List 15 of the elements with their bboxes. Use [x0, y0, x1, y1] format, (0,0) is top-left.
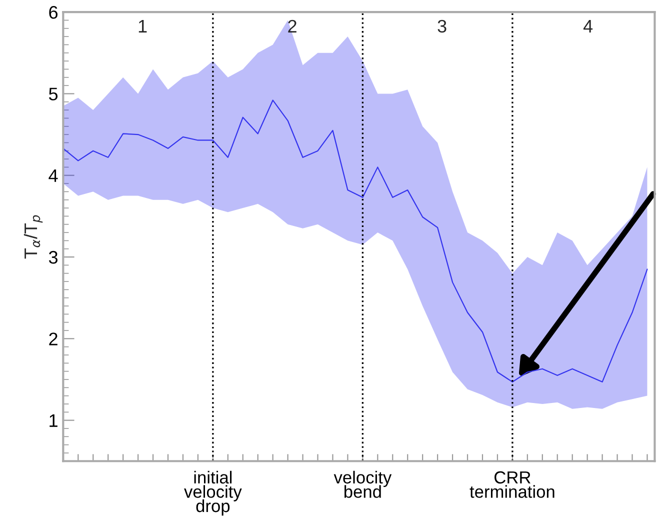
line-series [63, 100, 648, 382]
x-tick-label: initial velocity drop [184, 470, 242, 516]
x-tick-label: CRR termination [470, 471, 554, 498]
y-tick-label: 4 [48, 169, 58, 182]
y-tick-label: 6 [49, 6, 58, 19]
y-tick-label: 5 [48, 88, 58, 100]
annotation: 4 [583, 20, 593, 32]
y-tick-label: 3 [48, 250, 58, 264]
y-axis-title: T$_{α}$/T$_{p}$ [24, 215, 43, 259]
y-tick-label: 1 [50, 414, 58, 427]
annotation: 2 [288, 20, 296, 32]
y-tick-label: 2 [49, 332, 58, 346]
annotation: 1 [138, 20, 147, 32]
annotation: 3 [438, 20, 446, 33]
x-tick-label: velocity bend [334, 470, 392, 498]
